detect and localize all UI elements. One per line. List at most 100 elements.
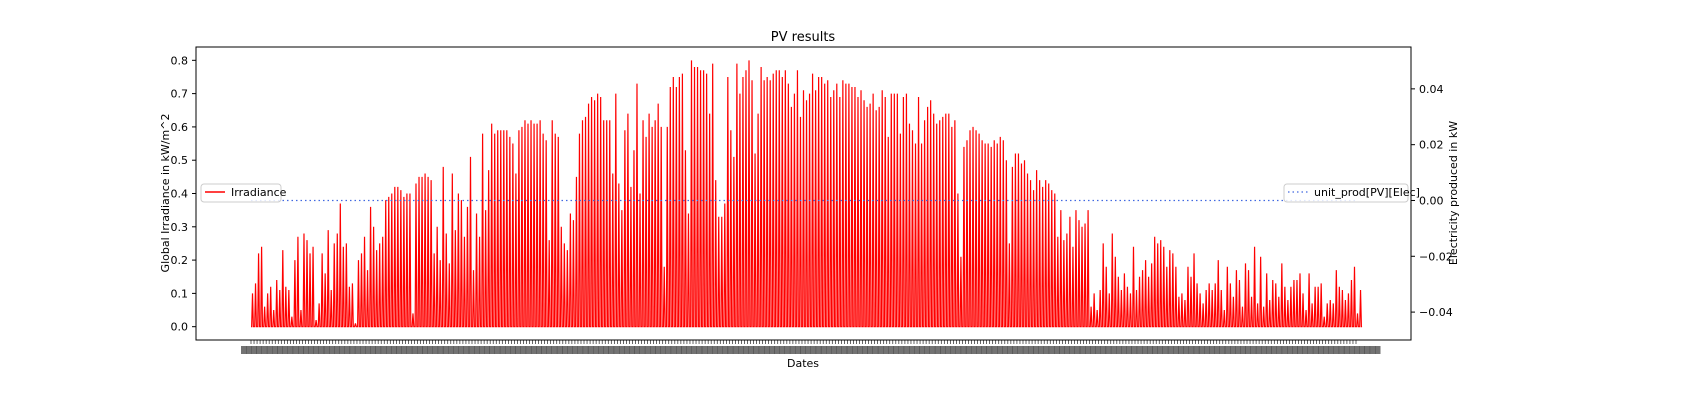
x-tick-label-fragment <box>1338 346 1345 354</box>
x-tick-label-fragment <box>1059 346 1065 354</box>
x-tick-label-fragment <box>386 346 392 354</box>
x-tick-label-fragment <box>960 346 967 354</box>
x-tick-label-fragment <box>266 346 273 354</box>
x-tick-label-fragment <box>820 346 827 354</box>
x-tick-label-fragment <box>1193 346 1200 354</box>
x-tick-label-fragment <box>598 346 604 354</box>
x-tick-label-fragment <box>1209 346 1215 354</box>
x-tick-label-fragment <box>836 346 842 354</box>
x-tick-label-fragment <box>1038 346 1044 354</box>
x-tick-label-fragment <box>753 346 760 354</box>
x-tick-label-fragment <box>489 346 495 354</box>
x-tick-label-fragment <box>246 346 252 354</box>
x-tick-label-fragment <box>717 346 723 354</box>
x-tick-label-fragment <box>1349 346 1355 354</box>
x-tick-label-fragment <box>1224 346 1231 354</box>
x-tick-label-fragment <box>712 346 718 354</box>
x-tick-label-fragment <box>619 346 625 354</box>
x-tick-label-fragment <box>1287 346 1293 354</box>
x-tick-label-fragment <box>893 346 899 354</box>
x-tick-label-fragment <box>468 346 475 354</box>
x-tick-label-fragment <box>1085 346 1091 354</box>
x-tick-label-fragment <box>587 346 594 354</box>
x-tick-label-fragment <box>1079 346 1086 354</box>
legend-electricity-box <box>1283 183 1409 203</box>
x-tick-label-fragment <box>380 346 387 354</box>
x-tick-label-fragment <box>422 346 428 354</box>
x-tick-label-fragment <box>287 346 294 354</box>
x-tick-label-fragment <box>644 346 651 354</box>
x-tick-label-fragment <box>650 346 656 354</box>
x-tick-label-fragment <box>261 346 268 354</box>
x-tick-label-fragment <box>396 346 402 354</box>
x-tick-label-fragment <box>1142 346 1148 354</box>
x-tick-label-fragment <box>1012 346 1018 354</box>
x-tick-label-fragment <box>1095 346 1101 354</box>
x-tick-label-fragment <box>1204 346 1210 354</box>
legend-electricity-label: unit_prod[PV][Elec] <box>1314 186 1420 199</box>
x-tick-label-fragment <box>681 346 687 354</box>
x-tick-label-fragment <box>251 346 257 354</box>
x-tick-label-fragment <box>784 346 791 354</box>
x-tick-label-fragment <box>624 346 630 354</box>
x-tick-label-fragment <box>1105 346 1112 354</box>
x-tick-label-fragment <box>800 346 806 354</box>
x-tick-label-fragment <box>743 346 749 354</box>
chart-title: PV results <box>771 30 836 45</box>
left-y-tick-label: 0.4 <box>171 188 189 201</box>
x-tick-label-fragment <box>732 346 739 354</box>
x-axis-ticks <box>241 340 1381 354</box>
x-tick-label-fragment <box>1090 346 1096 354</box>
x-tick-label-fragment <box>1240 346 1246 354</box>
plot-area <box>195 46 1412 341</box>
x-tick-label-fragment <box>474 346 480 354</box>
x-tick-label-fragment <box>831 346 837 354</box>
x-tick-label-fragment <box>536 346 542 354</box>
x-tick-label-fragment <box>1074 346 1081 354</box>
x-tick-label-fragment <box>582 346 589 354</box>
x-tick-label-fragment <box>1007 346 1013 354</box>
x-tick-label-fragment <box>241 346 247 354</box>
x-tick-label-fragment <box>1116 346 1122 354</box>
x-tick-label-fragment <box>971 346 977 354</box>
x-tick-label-fragment <box>499 346 506 354</box>
x-tick-label-fragment <box>453 346 459 354</box>
x-tick-label-fragment <box>432 346 439 354</box>
x-tick-label-fragment <box>256 346 262 354</box>
x-tick-label-fragment <box>1064 346 1070 354</box>
x-tick-label-fragment <box>593 346 599 354</box>
x-tick-label-fragment <box>1354 346 1360 354</box>
x-tick-label-fragment <box>1178 346 1184 354</box>
x-tick-label-fragment <box>727 346 734 354</box>
x-tick-label-fragment <box>676 346 682 354</box>
x-tick-label-fragment <box>562 346 568 354</box>
x-tick-label-fragment <box>401 346 407 354</box>
x-tick-label-fragment <box>1188 346 1195 354</box>
x-tick-label-fragment <box>354 346 361 354</box>
x-tick-label-fragment <box>655 346 661 354</box>
x-tick-label-fragment <box>1307 346 1314 354</box>
x-tick-label-fragment <box>758 346 765 354</box>
x-tick-label-fragment <box>789 346 796 354</box>
x-tick-label-fragment <box>769 346 775 354</box>
left-y-tick-label: 0.3 <box>171 221 189 234</box>
x-tick-label-fragment <box>1162 346 1169 354</box>
x-tick-label-fragment <box>479 346 485 354</box>
x-tick-label-fragment <box>1281 346 1288 354</box>
left-y-axis-label: Global Irradiance in kW/m^2 <box>159 114 172 273</box>
x-tick-label-fragment <box>484 346 490 354</box>
x-tick-label-fragment <box>1271 346 1277 354</box>
x-tick-label-fragment <box>883 346 889 354</box>
x-tick-label-fragment <box>1214 346 1220 354</box>
x-tick-label-fragment <box>318 346 325 354</box>
x-tick-label-fragment <box>1054 346 1060 354</box>
x-tick-label-fragment <box>634 346 640 354</box>
x-tick-label-fragment <box>919 346 925 354</box>
x-tick-label-fragment <box>940 346 946 354</box>
x-tick-label-fragment <box>986 346 993 354</box>
x-tick-label-fragment <box>779 346 785 354</box>
x-tick-label-fragment <box>660 346 666 354</box>
x-tick-label-fragment <box>437 346 444 354</box>
x-tick-label-fragment <box>567 346 573 354</box>
x-tick-label-fragment <box>572 346 578 354</box>
